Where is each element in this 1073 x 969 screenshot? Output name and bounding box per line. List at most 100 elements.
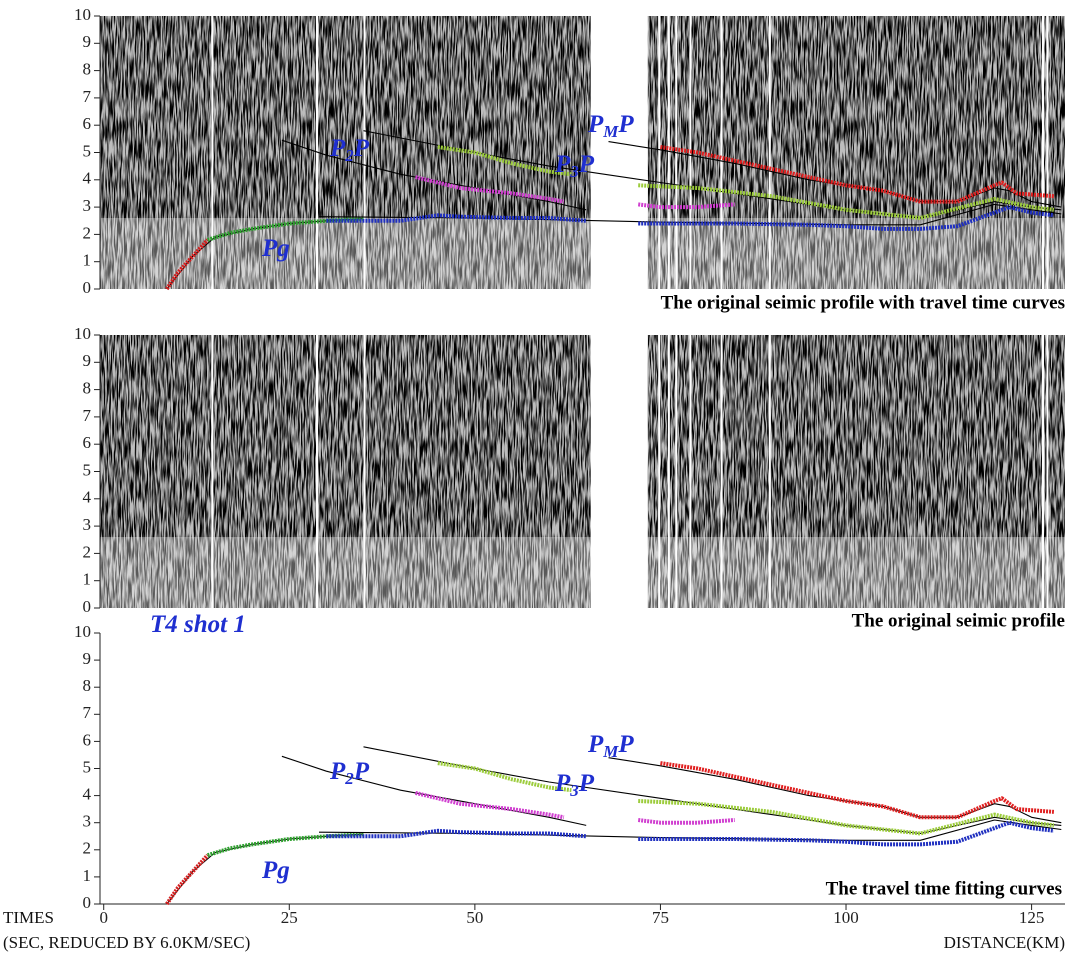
blank-trace (667, 335, 670, 608)
travel-time-picks (165, 853, 210, 906)
y-tick-label: 7 (83, 703, 92, 722)
y-axis-label: TIMES (3, 908, 54, 927)
blank-trace (658, 335, 661, 608)
x-axis-label: DISTANCE(KM) (944, 933, 1065, 952)
phase-label-text: T4 shot 1 (150, 611, 246, 638)
y-tick-label: 7 (83, 87, 92, 106)
phase-label: Pg (261, 857, 290, 884)
blank-trace (720, 16, 723, 289)
blank-trace (720, 335, 723, 608)
panel-caption: The travel time fitting curves (826, 878, 1062, 899)
blank-trace (211, 16, 214, 289)
y-tick-label: 1 (83, 866, 92, 885)
y-tick-label: 7 (83, 406, 92, 425)
x-tick-label: 125 (1019, 908, 1045, 927)
y-tick-label: 8 (83, 379, 92, 398)
blank-trace (658, 16, 661, 289)
y-axis-note: (SEC, REDUCED BY 6.0KM/SEC) (3, 933, 250, 952)
phase-label-text: P (329, 758, 346, 785)
phase-label: P2P (329, 758, 370, 788)
phase-label: PMP (587, 731, 634, 761)
y-tick-label: 0 (83, 278, 92, 297)
blank-trace (363, 335, 366, 608)
y-tick-label: 4 (83, 785, 92, 804)
phase-label: P2P (329, 135, 370, 165)
travel-time-picks (165, 238, 210, 291)
phase-label-subscript: M (602, 742, 619, 761)
phase-label: PMP (587, 111, 634, 141)
blank-trace (363, 16, 366, 289)
seismic-traces (100, 16, 1065, 289)
travel-time-picks (660, 761, 1055, 820)
phase-label-text: P (554, 151, 571, 178)
seismic-traces (100, 335, 1065, 608)
blank-trace (689, 335, 692, 608)
phase-label-text: P (554, 770, 571, 797)
blank-trace (316, 335, 319, 608)
phase-label-text: P (329, 135, 346, 162)
data-gap (590, 333, 648, 610)
x-tick-label: 100 (833, 908, 859, 927)
phase-label-text: P (587, 111, 604, 138)
blank-trace (675, 335, 678, 608)
phase-label-tail: P (617, 111, 634, 138)
y-tick-label: 6 (83, 433, 92, 452)
phase-label-tail: P (617, 731, 634, 758)
blank-trace (768, 16, 771, 289)
blank-trace (1041, 335, 1044, 608)
phase-label-subscript: 2 (344, 769, 354, 788)
y-tick-label: 5 (83, 757, 92, 776)
y-tick-label: 3 (83, 812, 92, 831)
panel-caption: The original seimic profile with travel … (661, 292, 1065, 313)
data-gap (590, 14, 648, 291)
phase-label-tail: P (353, 135, 370, 162)
x-tick-label: 0 (99, 908, 108, 927)
seismic-lower-wash (100, 537, 1065, 608)
seismic-lower-wash (100, 218, 1065, 289)
x-tick-label: 75 (652, 908, 669, 927)
y-tick-label: 9 (83, 351, 92, 370)
y-tick-label: 3 (83, 515, 92, 534)
y-tick-label: 4 (83, 169, 92, 188)
y-tick-label: 0 (83, 893, 92, 912)
phase-label-subscript: 3 (569, 781, 579, 800)
y-tick-label: 1 (83, 251, 92, 270)
travel-time-picks (437, 761, 1055, 836)
y-tick-label: 8 (83, 60, 92, 79)
y-tick-label: 0 (83, 597, 92, 616)
y-tick-label: 2 (83, 839, 92, 858)
y-tick-label: 2 (83, 223, 92, 242)
x-tick-label: 50 (466, 908, 483, 927)
phase-label-tail: P (578, 770, 595, 797)
blank-trace (1046, 335, 1049, 608)
phase-label-subscript: 2 (344, 146, 354, 165)
y-tick-label: 10 (74, 324, 91, 343)
y-tick-label: 1 (83, 570, 92, 589)
phase-label: P3P (554, 770, 595, 800)
y-tick-label: 5 (83, 141, 92, 160)
travel-time-picks (415, 175, 735, 210)
panel-caption: The original seimic profile (852, 610, 1065, 631)
phase-label-text: Pg (261, 235, 290, 262)
y-tick-label: 5 (83, 460, 92, 479)
fitted-curve (318, 203, 1062, 226)
x-tick-label: 25 (281, 908, 298, 927)
y-tick-label: 4 (83, 488, 92, 507)
phase-label-tail: P (578, 151, 595, 178)
blank-trace (768, 335, 771, 608)
y-tick-label: 9 (83, 649, 92, 668)
travel-time-picks (660, 145, 1055, 204)
blank-trace (1046, 16, 1049, 289)
travel-time-picks (415, 790, 735, 825)
y-tick-label: 8 (83, 676, 92, 695)
travel-time-picks (326, 205, 1055, 231)
y-tick-label: 2 (83, 542, 92, 561)
y-tick-label: 6 (83, 730, 92, 749)
phase-label-tail: P (353, 758, 370, 785)
phase-label: P3P (554, 151, 595, 181)
phase-label: Pg (261, 235, 290, 262)
blank-trace (211, 335, 214, 608)
